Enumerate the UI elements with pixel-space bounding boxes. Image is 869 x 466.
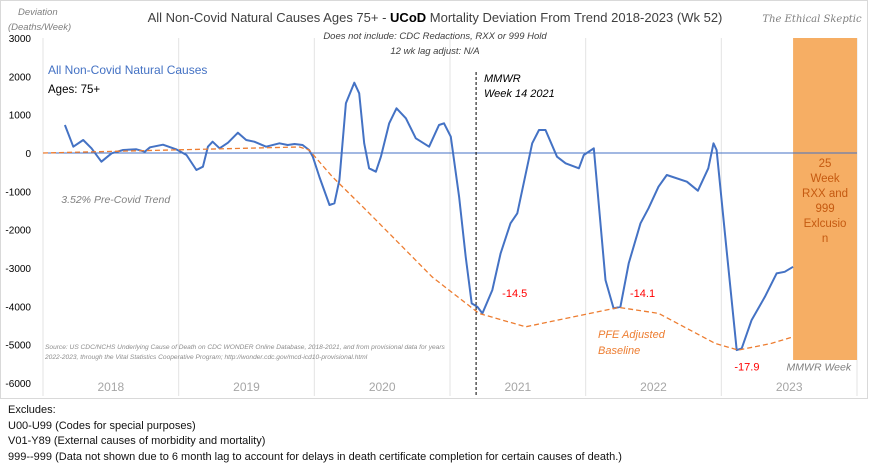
y-axis-title-line-1: Deviation	[18, 7, 58, 18]
series-line-pfe-adjusted-baseline	[42, 146, 794, 351]
year-label: 2018	[97, 380, 124, 394]
legend-age-label: Ages: 75+	[48, 84, 100, 96]
series-line-non-covid-natural-causes	[63, 81, 794, 352]
y-tick-label: 1000	[9, 111, 32, 122]
year-label: 2020	[369, 380, 396, 394]
footer-line-1: Excludes:	[8, 404, 56, 416]
baseline-label-line-1: PFE Adjusted	[598, 329, 666, 341]
series-lines	[42, 81, 794, 352]
subtitle-line-2: 12 wk lag adjust: N/A	[390, 46, 479, 57]
annotations: -14.5 -14.1 -17.9 3.52% Pre-Covid Trend MMWR…	[61, 194, 852, 374]
chart-frame	[0, 0, 868, 399]
year-label: 2019	[233, 380, 260, 394]
annotation-label: MMWR Week	[787, 362, 852, 374]
legend-series-label: All Non-Covid Natural Causes	[48, 63, 207, 77]
exclusion-band-label-line: RXX and	[802, 188, 848, 200]
exclusion-band-label-line: n	[822, 233, 828, 245]
source-line-1: Source: US CDC/NCHS Underlying Cause of …	[45, 344, 446, 351]
exclusion-band-rect	[793, 38, 857, 360]
exclusion-band-label-line: Week	[810, 173, 839, 185]
annotation-label: -14.1	[630, 288, 655, 300]
footer-line-2: U00-U99 (Codes for special purposes)	[8, 419, 196, 432]
y-tick-label: 2000	[9, 72, 32, 83]
y-tick-label: 0	[25, 149, 31, 160]
year-label: 2022	[640, 380, 667, 394]
baseline-label-line-2: Baseline	[598, 345, 640, 357]
source-line-2: 2022-2023, through the Vital Statistics …	[44, 354, 368, 361]
chart-texts: All Non-Covid Natural Causes Ages 75+ - …	[8, 7, 862, 361]
y-axis-title-line-2: (Deaths/Week)	[8, 22, 71, 33]
exclusion-band-label-line: Exlcusio	[804, 218, 847, 230]
marker-label-line-1: MMWR	[484, 73, 521, 85]
exclusion-band	[793, 38, 857, 360]
y-tick-label: -4000	[5, 302, 31, 313]
x-axis-year-labels: 2018 2019 2020 2021 2022 2023	[97, 380, 802, 394]
y-tick-label: -2000	[5, 226, 31, 237]
exclusions-footer: Excludes: U00-U99 (Codes for special pur…	[8, 403, 622, 465]
y-tick-label: -3000	[5, 264, 31, 275]
watermark-logo: The Ethical Skeptic	[762, 14, 862, 25]
annotation-label: -17.9	[734, 362, 759, 374]
marker-label-line-2: Week 14 2021	[484, 88, 555, 100]
y-axis-ticks: 3000 2000 1000 0 -1000 -2000 -3000 -4000 -5000 -6…	[5, 34, 31, 390]
y-tick-label: -6000	[5, 379, 31, 390]
year-label: 2021	[504, 380, 531, 394]
chart: 3000 2000 1000 0 -1000 -2000 -3000 -4000 -5000 -6…	[0, 0, 868, 399]
year-label: 2023	[776, 380, 803, 394]
exclusion-band-label-line: 25	[819, 158, 832, 170]
y-tick-label: -1000	[5, 187, 31, 198]
subtitle-line-1: Does not include: CDC Redactions, RXX or…	[323, 31, 547, 42]
exclusion-band-label: 25 Week RXX and 999 Exlcusio n	[802, 158, 848, 245]
annotation-label: -14.5	[502, 288, 527, 300]
y-tick-label: 3000	[9, 34, 32, 45]
annotation-label: 3.52% Pre-Covid Trend	[61, 194, 171, 206]
footer-line-4: 999--999 (Data not shown due to 6 month …	[8, 450, 622, 463]
footer-line-3: V01-Y89 (External causes of morbidity an…	[8, 435, 266, 447]
y-tick-label: -5000	[5, 341, 31, 352]
exclusion-band-label-line: 999	[815, 203, 834, 215]
chart-title: All Non-Covid Natural Causes Ages 75+ - …	[148, 10, 723, 25]
